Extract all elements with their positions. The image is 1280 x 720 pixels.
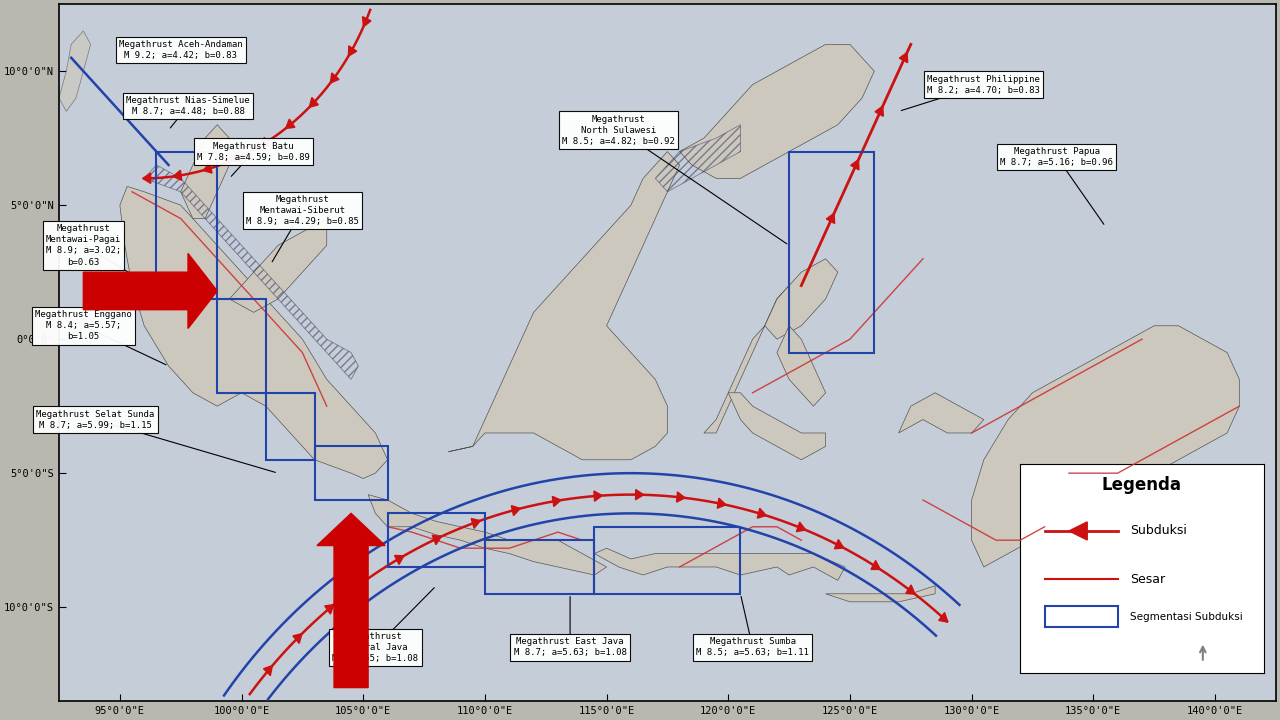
Bar	[388, 513, 485, 567]
Bar	[266, 393, 315, 460]
Polygon shape	[728, 393, 826, 460]
Polygon shape	[180, 125, 229, 219]
FancyArrow shape	[83, 253, 218, 328]
Polygon shape	[229, 219, 326, 312]
Text: Megathrust Enggano
M 8.4; a=5.57;
b=1.05: Megathrust Enggano M 8.4; a=5.57; b=1.05	[35, 310, 132, 341]
Bar	[485, 540, 594, 594]
Text: Megathrust
Mentawai-Pagai
M 8.9; a=3.02;
b=0.63: Megathrust Mentawai-Pagai M 8.9; a=3.02;…	[46, 224, 122, 266]
FancyArrow shape	[317, 513, 385, 688]
Text: Megathrust Aceh-Andaman
M 9.2; a=4.42; b=0.83: Megathrust Aceh-Andaman M 9.2; a=4.42; b…	[119, 40, 242, 60]
Polygon shape	[448, 152, 680, 460]
Polygon shape	[59, 31, 91, 112]
Bar	[218, 299, 266, 393]
Bar	[156, 152, 218, 299]
Bar	[788, 152, 874, 353]
Bar	[594, 527, 740, 594]
Polygon shape	[594, 548, 845, 580]
Polygon shape	[826, 586, 936, 602]
Polygon shape	[369, 495, 607, 575]
Text: Megathrust Sumba
M 8.5; a=5.63; b=1.11: Megathrust Sumba M 8.5; a=5.63; b=1.11	[696, 637, 809, 657]
Text: Megathrust
North Sulawesi
M 8.5; a=4.82; b=0.92: Megathrust North Sulawesi M 8.5; a=4.82;…	[562, 114, 675, 145]
Polygon shape	[704, 286, 788, 433]
Polygon shape	[777, 325, 826, 406]
Polygon shape	[972, 325, 1239, 567]
Polygon shape	[120, 186, 388, 479]
Text: Megathrust Batu
M 7.8; a=4.59; b=0.89: Megathrust Batu M 7.8; a=4.59; b=0.89	[197, 142, 310, 161]
Text: Megathrust Philippine
M 8.2; a=4.70; b=0.83: Megathrust Philippine M 8.2; a=4.70; b=0…	[928, 74, 1041, 94]
Bar	[315, 446, 388, 500]
Polygon shape	[764, 258, 838, 339]
Text: Megathrust
Mentawai-Siberut
M 8.9; a=4.29; b=0.85: Megathrust Mentawai-Siberut M 8.9; a=4.2…	[246, 195, 358, 226]
Polygon shape	[680, 45, 874, 179]
Text: Megathrust Selat Sunda
M 8.7; a=5.99; b=1.15: Megathrust Selat Sunda M 8.7; a=5.99; b=…	[36, 410, 155, 430]
Text: Megathrust
Central Java
M a=5.55; b=1.08: Megathrust Central Java M a=5.55; b=1.08	[333, 631, 419, 663]
Text: Megathrust Nias-Simelue
M 8.7; a=4.48; b=0.88: Megathrust Nias-Simelue M 8.7; a=4.48; b…	[127, 96, 250, 116]
Text: Megathrust Papua
M 8.7; a=5.16; b=0.96: Megathrust Papua M 8.7; a=5.16; b=0.96	[1001, 147, 1114, 167]
Text: Megathrust East Java
M 8.7; a=5.63; b=1.08: Megathrust East Java M 8.7; a=5.63; b=1.…	[513, 637, 626, 657]
Polygon shape	[899, 393, 984, 433]
